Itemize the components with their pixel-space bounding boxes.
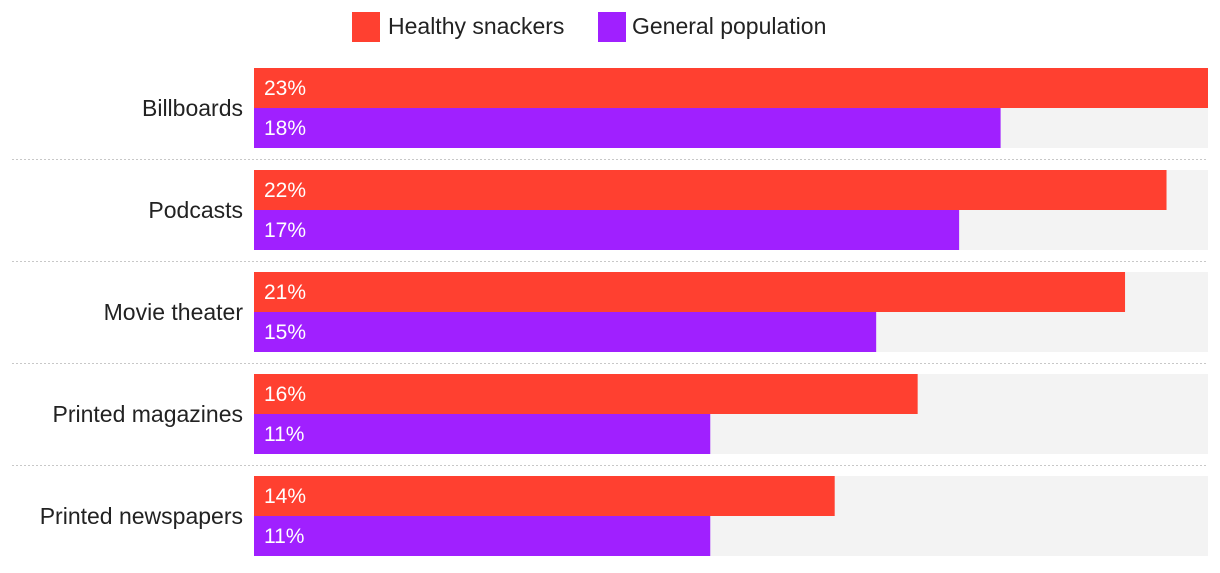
bar-value-label: 11%: [264, 525, 304, 548]
bar-value-label: 23%: [264, 77, 306, 100]
bar-value-label: 18%: [264, 117, 306, 140]
bar-healthy-snackers: [254, 272, 1126, 312]
category-label: Printed magazines: [53, 401, 244, 427]
bars: [254, 68, 1208, 556]
bar-general-population: [254, 312, 877, 352]
bar-healthy-snackers: [254, 476, 835, 516]
category-label: Printed newspapers: [40, 503, 243, 529]
bar-value-label: 15%: [264, 321, 306, 344]
legend-swatch-1: [598, 12, 626, 42]
category-labels: Billboards Podcasts Movie theater Printed m…: [40, 95, 244, 529]
bar-general-population: [254, 516, 711, 556]
bar-healthy-snackers: [254, 68, 1208, 108]
bar-healthy-snackers: [254, 374, 918, 414]
category-label: Podcasts: [148, 197, 243, 223]
legend-label-0: Healthy snackers: [388, 13, 564, 39]
bar-value-label: 16%: [264, 383, 306, 406]
bar-general-population: [254, 414, 711, 454]
bar-general-population: [254, 210, 960, 250]
legend-label-1: General population: [632, 13, 826, 39]
row-separators: [12, 159, 1208, 466]
bar-value-label: 17%: [264, 219, 306, 242]
bar-value-label: 21%: [264, 281, 306, 304]
legend: Healthy snackers General population: [352, 12, 826, 42]
bar-value-label: 11%: [264, 423, 304, 446]
legend-swatch-0: [352, 12, 380, 42]
bar-value-label: 14%: [264, 485, 306, 508]
bar-value-label: 22%: [264, 179, 306, 202]
bar-general-population: [254, 108, 1001, 148]
category-label: Movie theater: [104, 299, 244, 325]
category-label: Billboards: [142, 95, 243, 121]
bar-healthy-snackers: [254, 170, 1167, 210]
bar-value-labels: 23% 18% 22% 17% 21% 15% 16% 11% 14% 11%: [264, 77, 306, 548]
